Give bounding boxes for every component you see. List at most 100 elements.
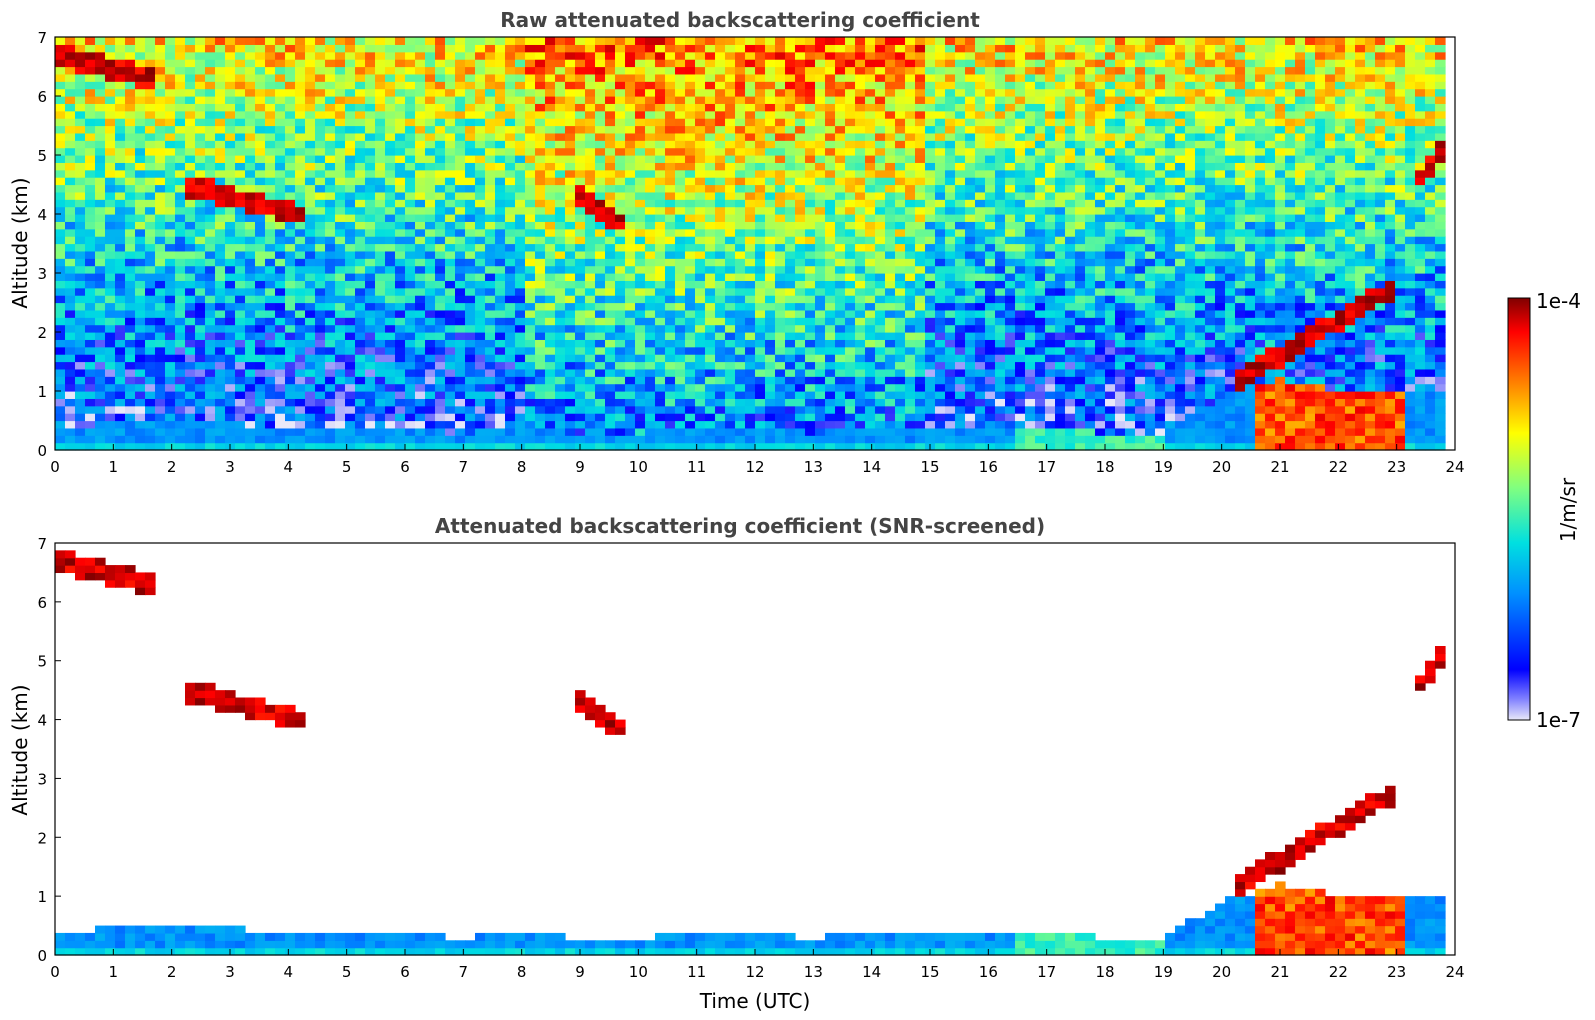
heatmap-cell xyxy=(685,155,696,163)
heatmap-cell xyxy=(655,324,666,333)
heatmap-cell xyxy=(205,368,216,377)
heatmap-cell xyxy=(355,228,366,237)
heatmap-cell xyxy=(575,155,586,163)
heatmap-cell xyxy=(635,398,646,407)
heatmap-cell xyxy=(555,317,566,326)
heatmap-cell xyxy=(645,162,656,171)
heatmap-cell xyxy=(335,442,346,451)
heatmap-cell xyxy=(235,214,246,222)
heatmap-cell xyxy=(535,346,546,355)
heatmap-cell xyxy=(275,376,286,385)
heatmap-cell xyxy=(245,427,256,436)
heatmap-cell xyxy=(525,317,536,326)
heatmap-cell xyxy=(355,88,366,97)
heatmap-cell xyxy=(825,81,836,90)
heatmap-cell xyxy=(165,66,176,75)
heatmap-cell xyxy=(425,66,436,75)
heatmap-cell xyxy=(795,368,806,377)
heatmap-cell xyxy=(155,103,166,112)
heatmap-cell xyxy=(235,258,246,267)
heatmap-cell xyxy=(175,383,186,392)
heatmap-cell xyxy=(555,184,566,193)
heatmap-cell xyxy=(895,59,906,68)
heatmap-cell xyxy=(405,103,416,112)
heatmap-cell xyxy=(365,155,376,163)
heatmap-cell xyxy=(315,199,326,208)
heatmap-cell xyxy=(455,184,466,193)
heatmap-cell xyxy=(355,169,366,178)
heatmap-cell xyxy=(385,273,396,281)
heatmap-cell xyxy=(635,177,646,186)
heatmap-cell xyxy=(935,346,946,355)
heatmap-cell xyxy=(615,221,626,230)
heatmap-cell xyxy=(285,295,296,304)
heatmap-cell xyxy=(645,287,656,296)
heatmap-cell xyxy=(525,309,536,318)
heatmap-cell xyxy=(395,420,406,429)
heatmap-cell xyxy=(685,324,696,333)
heatmap-cell xyxy=(365,51,376,60)
heatmap-cell xyxy=(355,73,366,82)
heatmap-cell xyxy=(665,273,676,281)
heatmap-cell xyxy=(125,309,136,318)
heatmap-cell xyxy=(305,66,316,75)
heatmap-cell xyxy=(485,37,496,45)
heatmap-cell xyxy=(265,398,276,407)
heatmap-cell xyxy=(835,169,846,178)
heatmap-cell xyxy=(855,346,866,355)
heatmap-cell xyxy=(845,295,856,304)
heatmap-cell xyxy=(795,88,806,97)
heatmap-cell xyxy=(645,73,656,82)
heatmap-cell xyxy=(525,236,536,245)
heatmap-cell xyxy=(345,221,356,230)
heatmap-cell xyxy=(775,265,786,274)
heatmap-cell xyxy=(425,199,436,208)
heatmap-cell xyxy=(635,324,646,333)
heatmap-cell xyxy=(225,280,236,289)
heatmap-cell xyxy=(705,66,716,75)
heatmap-cell xyxy=(215,132,226,141)
heatmap-cell xyxy=(825,346,836,355)
heatmap-cell xyxy=(665,118,676,127)
heatmap-cell xyxy=(265,155,276,163)
heatmap-cell xyxy=(745,361,756,370)
heatmap-cell xyxy=(555,96,566,104)
heatmap-cell xyxy=(905,398,916,407)
heatmap-cell xyxy=(65,221,76,230)
heatmap-cell xyxy=(845,442,856,451)
heatmap-cell xyxy=(95,169,106,178)
heatmap-cell xyxy=(245,420,256,429)
heatmap-cell xyxy=(845,280,856,289)
heatmap-cell xyxy=(785,442,796,451)
heatmap-cell xyxy=(845,405,856,414)
heatmap-cell xyxy=(295,132,306,141)
heatmap-cell xyxy=(525,81,536,90)
heatmap-cell xyxy=(135,442,146,451)
heatmap-cell xyxy=(285,361,296,370)
heatmap-cell xyxy=(795,191,806,200)
heatmap-cell xyxy=(285,96,296,104)
heatmap-cell xyxy=(365,147,376,156)
heatmap-cell xyxy=(605,118,616,127)
heatmap-cell xyxy=(625,199,636,208)
heatmap-cell xyxy=(775,236,786,245)
heatmap-cell xyxy=(635,361,646,370)
heatmap-cell xyxy=(55,177,66,186)
heatmap-cell xyxy=(565,435,576,444)
heatmap-cell xyxy=(395,346,406,355)
heatmap-cell xyxy=(175,258,186,267)
heatmap-cell xyxy=(375,309,386,318)
heatmap-cell xyxy=(685,391,696,399)
heatmap-cell xyxy=(435,118,446,127)
heatmap-cell xyxy=(415,287,426,296)
heatmap-cell xyxy=(185,199,196,208)
heatmap-cell xyxy=(825,214,836,222)
heatmap-cell xyxy=(705,332,716,340)
heatmap-cell xyxy=(235,199,246,208)
heatmap-cell xyxy=(75,184,86,193)
heatmap-cell xyxy=(235,44,246,53)
heatmap-cell xyxy=(315,391,326,399)
heatmap-cell xyxy=(285,51,296,60)
heatmap-cell xyxy=(945,435,956,444)
heatmap-cell xyxy=(795,118,806,127)
